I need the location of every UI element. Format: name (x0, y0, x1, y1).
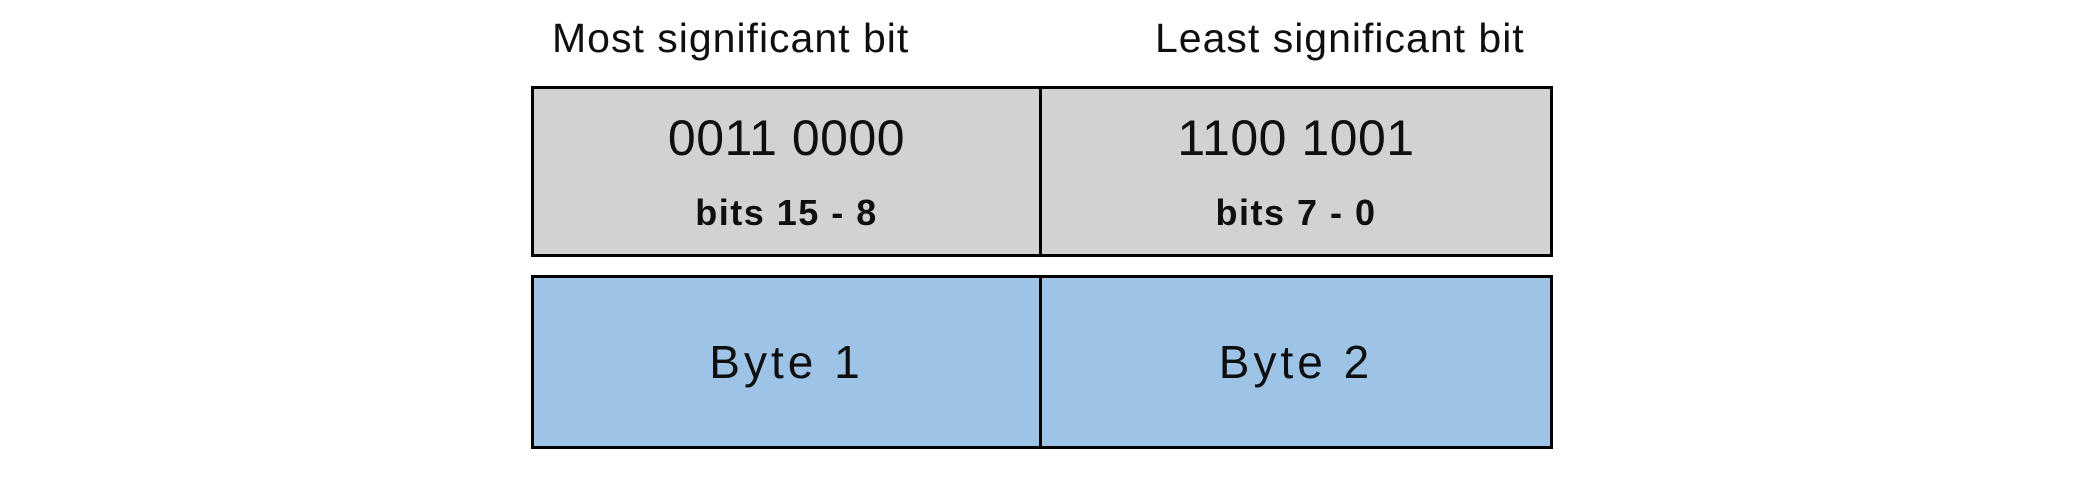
high-byte-cell: 0011 0000 bits 15 - 8 (534, 89, 1042, 254)
bit-fields-row: 0011 0000 bits 15 - 8 1100 1001 bits 7 -… (531, 86, 1553, 257)
byte2-cell: Byte 2 (1042, 278, 1550, 446)
byte2-label: Byte 2 (1218, 336, 1374, 388)
low-byte-bits-range-label: bits 7 - 0 (1215, 191, 1377, 233)
byte1-label: Byte 1 (709, 336, 864, 388)
high-byte-binary-value: 0011 0000 (667, 109, 906, 166)
high-byte-bits-range-label: bits 15 - 8 (695, 191, 878, 233)
bytes-row: Byte 1 Byte 2 (531, 275, 1553, 449)
byte1-cell: Byte 1 (534, 278, 1042, 446)
msb-label: Most significant bit (552, 15, 910, 61)
lsb-label: Least significant bit (1155, 15, 1525, 61)
low-byte-cell: 1100 1001 bits 7 - 0 (1042, 89, 1550, 254)
low-byte-binary-value: 1100 1001 (1177, 109, 1415, 166)
